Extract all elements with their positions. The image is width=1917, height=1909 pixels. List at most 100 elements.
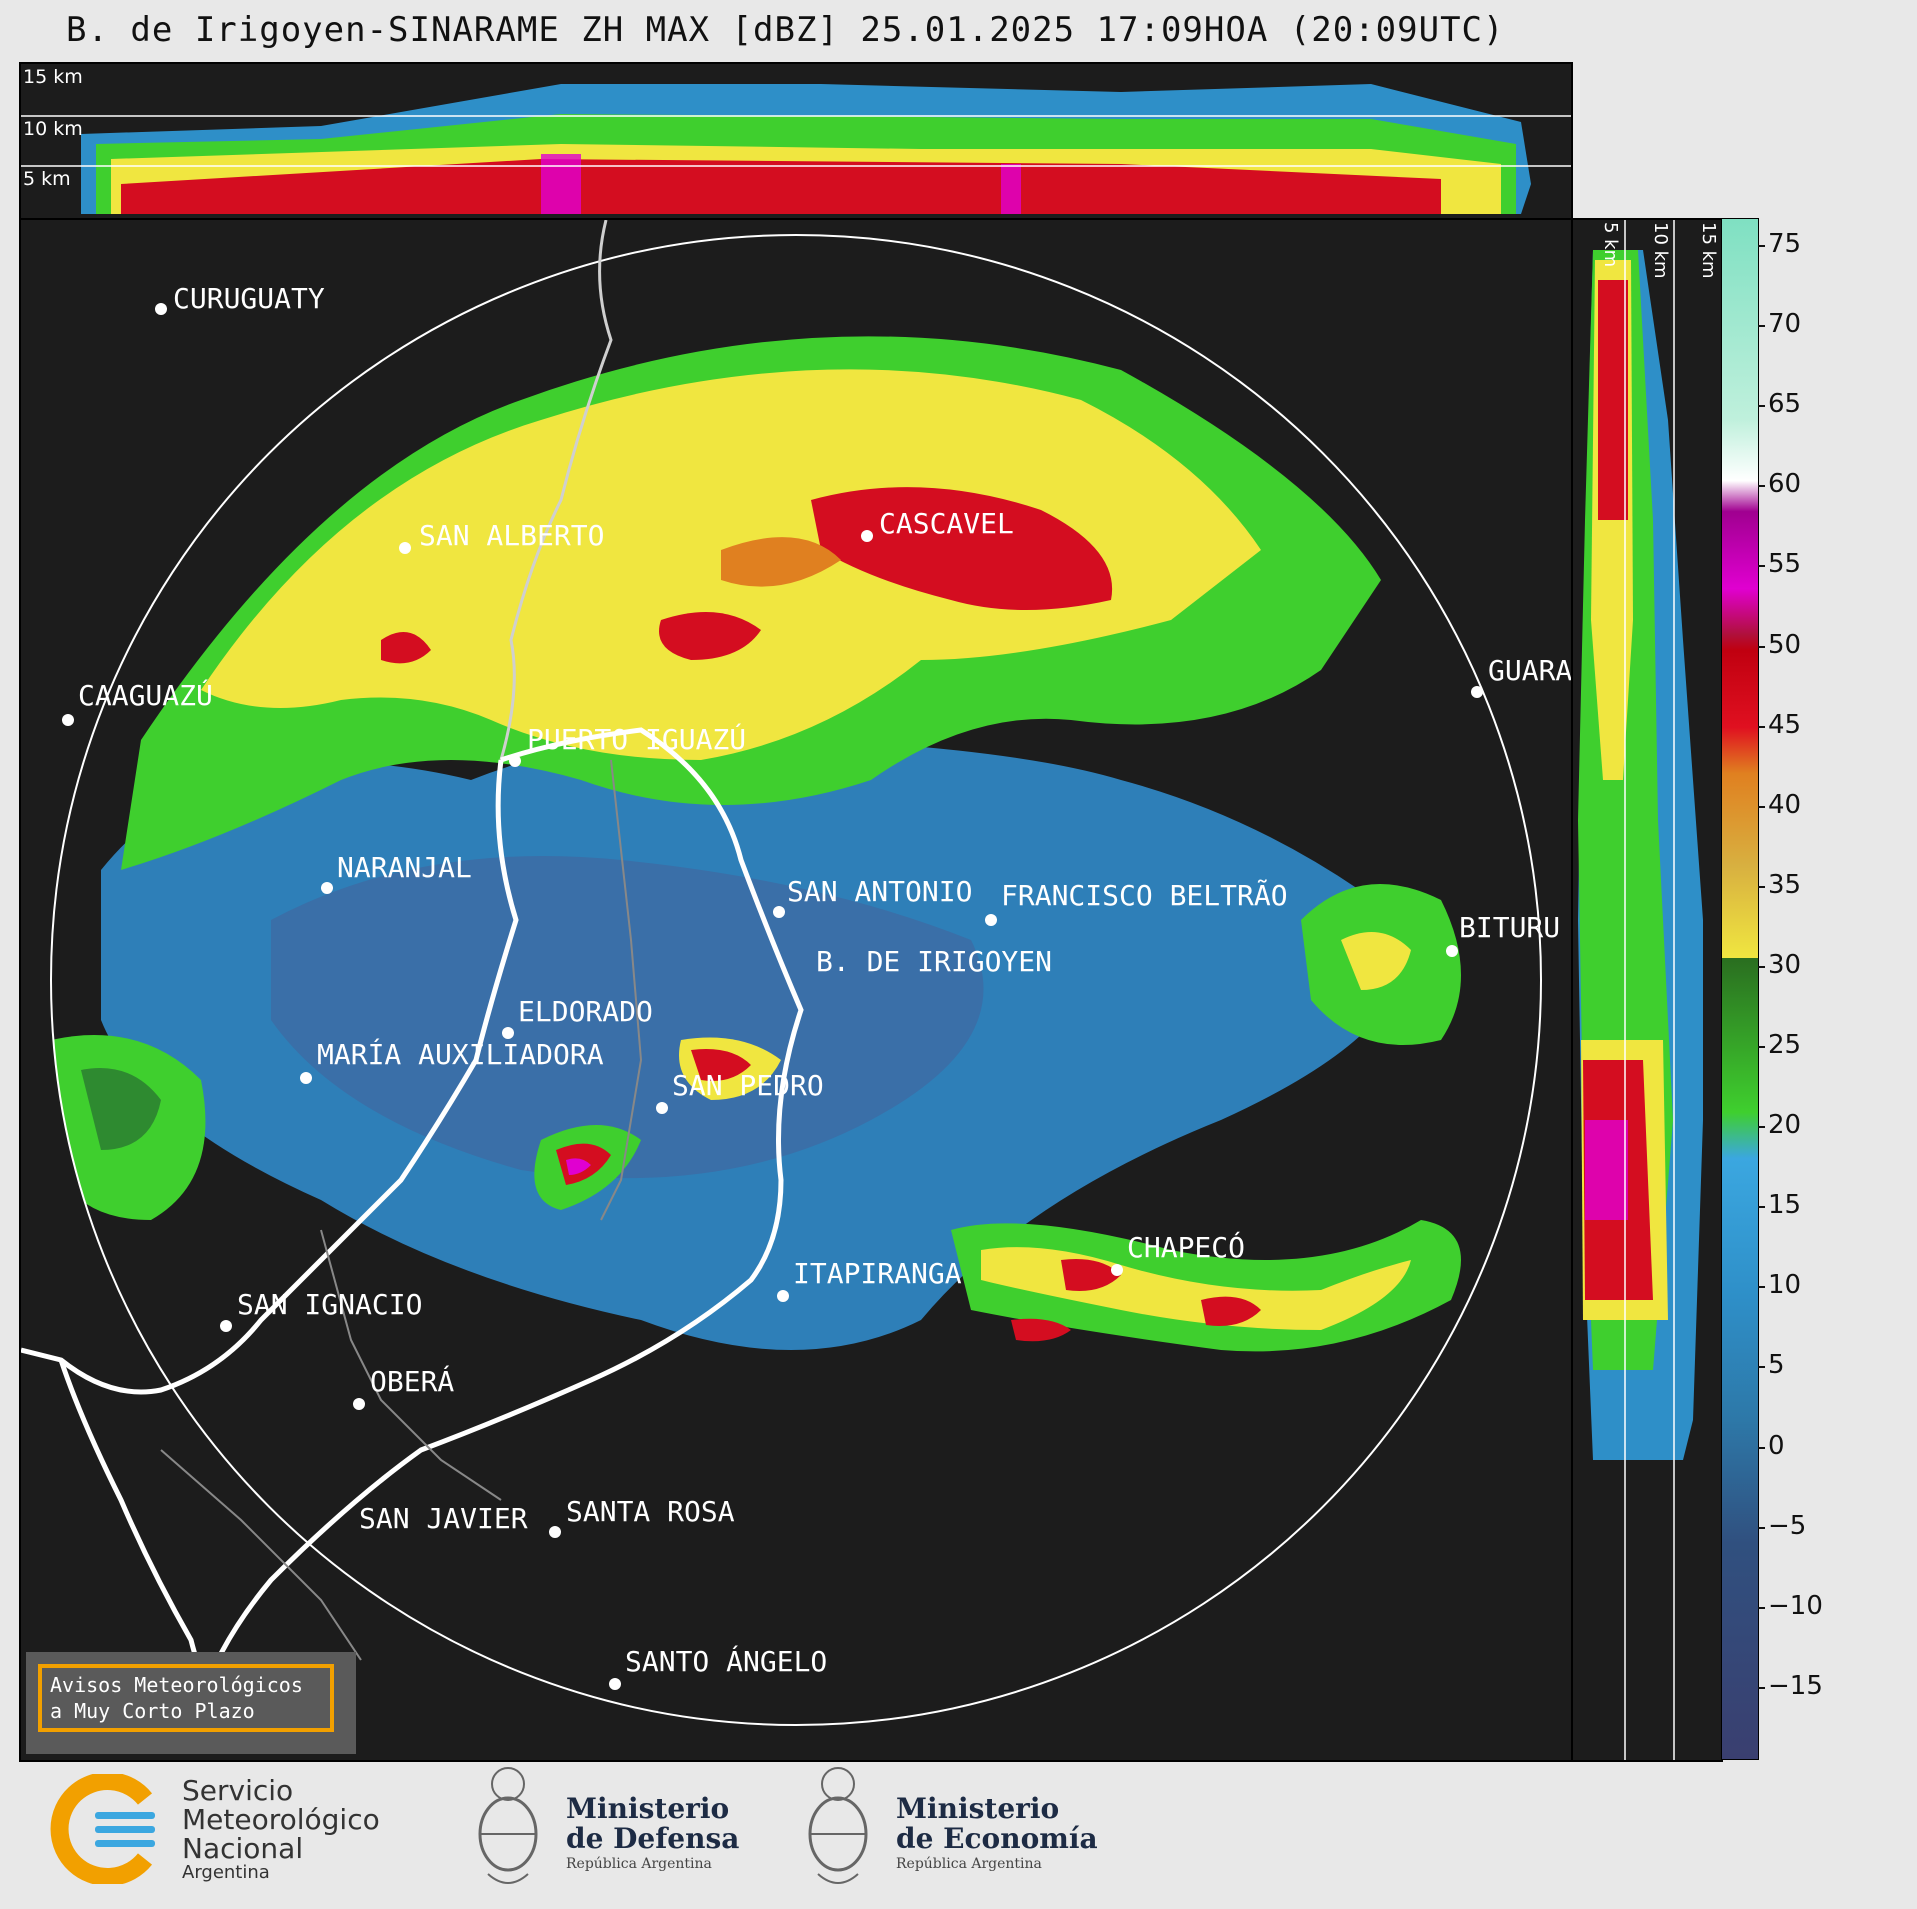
dbz-colorbar [1721,218,1759,1760]
smn-text: Servicio Meteorológico Nacional Argentin… [182,1776,380,1883]
colorbar-tickmark [1758,1206,1765,1209]
smn-logo-icon [50,1774,155,1884]
colorbar-tickmark [1758,1606,1765,1609]
colorbar-tick-label: 40 [1768,789,1802,820]
colorbar-tickmark [1758,1446,1765,1449]
defensa-emblem-icon [470,1762,546,1898]
colorbar-tickmark [1758,245,1765,247]
avisos-line-2: a Muy Corto Plazo [50,1699,255,1723]
colorbar-tick-label: 45 [1768,709,1802,740]
colorbar-tick-label: 50 [1768,629,1802,660]
city-label-obera: OBERÁ [370,1365,455,1398]
smn-logo [50,1774,170,1884]
colorbar-tickmark [1758,1126,1765,1129]
side-km-label-5: 5 km [1600,222,1621,268]
avisos-box: Avisos Meteorológicos a Muy Corto Plazo [26,1652,356,1754]
colorbar-tick-label: 55 [1768,549,1802,580]
city-marker-obera [353,1398,365,1410]
km-label-15: 15 km [23,66,83,88]
economia-line-3: República Argentina [896,1856,1042,1872]
economia-line-2: de Economía [896,1822,1098,1855]
city-marker-itapiranga [777,1290,789,1302]
city-label-guara: GUARA [1488,654,1573,687]
city-label-puerto-iguazu: PUERTO IGUAZÚ [527,723,747,756]
city-label-eldorado: ELDORADO [518,995,653,1028]
city-marker-francisco-beltrao [985,914,997,926]
city-marker-san-pedro [656,1102,668,1114]
city-marker-san-antonio [773,906,785,918]
colorbar-tick-label: 10 [1768,1270,1802,1301]
colorbar-tickmark [1758,965,1765,968]
city-label-santo-angelo: SANTO ÁNGELO [625,1645,828,1678]
city-marker-bituru [1446,945,1458,957]
colorbar-tick-label: 5 [1768,1350,1785,1381]
side-cross-section-chart [1578,220,1703,1760]
colorbar-tickmark [1758,1366,1765,1369]
city-label-santa-rosa: SANTA ROSA [566,1495,735,1528]
defensa-text: Ministerio de Defensa República Argentin… [566,1794,739,1874]
economia-emblem-icon [800,1762,876,1898]
colorbar-tickmark [1758,885,1765,888]
colorbar-tick-label: 35 [1768,869,1802,900]
city-marker-eldorado [502,1027,514,1039]
colorbar-tick-label: 70 [1768,309,1802,340]
colorbar-tick-label: −5 [1768,1510,1807,1541]
city-label-cascavel: CASCAVEL [879,507,1014,540]
colorbar-tick-label: 30 [1768,949,1802,980]
smn-line-2: Meteorológico [182,1803,380,1836]
radar-map [21,220,1542,1726]
colorbar-tickmark [1758,1526,1765,1529]
colorbar-tickmark [1758,645,1765,648]
colorbar-tickmark [1758,485,1765,488]
city-label-francisco-beltrao: FRANCISCO BELTRÃO [1001,879,1288,912]
colorbar-tick-label: 15 [1768,1190,1802,1221]
top-cross-section-panel: 15 km 10 km 5 km [19,62,1573,220]
city-marker-caaguazu [62,714,74,726]
city-label-maria-auxiliadora: MARÍA AUXILIADORA [317,1038,604,1071]
city-label-san-pedro: SAN PEDRO [672,1069,824,1102]
city-marker-maria-auxiliadora [300,1072,312,1084]
colorbar-tickmark [1758,405,1765,408]
colorbar-tickmark [1758,805,1765,808]
city-marker-san-alberto [399,542,411,554]
side-km-label-15: 15 km [1698,222,1719,279]
colorbar-tick-label: 0 [1768,1430,1785,1461]
city-marker-chapeco [1111,1264,1123,1276]
city-label-bituru: BITURU [1459,911,1561,944]
city-marker-puerto-iguazu [509,755,521,767]
avisos-line-1: Avisos Meteorológicos [50,1673,303,1697]
city-label-itapiranga: ITAPIRANGA [793,1257,962,1290]
colorbar-tickmark [1758,725,1765,728]
defensa-line-1: Ministerio [566,1792,730,1825]
city-marker-guara [1471,686,1483,698]
city-label-caaguazu: CAAGUAZÚ [78,679,213,712]
city-label-san-antonio: SAN ANTONIO [787,875,973,908]
economia-text: Ministerio de Economía República Argenti… [896,1794,1098,1874]
smn-line-3: Nacional [182,1832,304,1865]
city-marker-santa-rosa [549,1526,561,1538]
city-label-san-alberto: SAN ALBERTO [419,519,605,552]
colorbar-tickmark [1758,1046,1765,1048]
colorbar-tick-label: 65 [1768,389,1802,420]
radar-range-ring [50,234,1542,1726]
defensa-line-3: República Argentina [566,1856,712,1872]
colorbar-tick-label: −15 [1768,1670,1823,1701]
city-label-san-ignacio: SAN IGNACIO [237,1288,423,1321]
city-label-curuguaty: CURUGUATY [173,282,325,315]
smn-line-1: Servicio [182,1774,294,1807]
km-label-10: 10 km [23,118,83,140]
colorbar-tick-label: 60 [1768,469,1802,500]
city-marker-san-ignacio [220,1320,232,1332]
economia-line-1: Ministerio [896,1792,1060,1825]
side-km-label-10: 10 km [1650,222,1671,279]
colorbar-tickmark [1758,1286,1765,1289]
city-label-san-javier: SAN JAVIER [359,1502,528,1535]
city-label-b-de-irigoyen: B. DE IRIGOYEN [816,945,1053,978]
colorbar-tick-label: −10 [1768,1590,1823,1621]
km-label-5: 5 km [23,168,71,190]
city-marker-cascavel [861,530,873,542]
colorbar-tickmark [1758,325,1765,328]
colorbar-tick-label: 20 [1768,1110,1802,1141]
colorbar-tick-label: 25 [1768,1030,1802,1060]
colorbar-tickmark [1758,1686,1765,1689]
